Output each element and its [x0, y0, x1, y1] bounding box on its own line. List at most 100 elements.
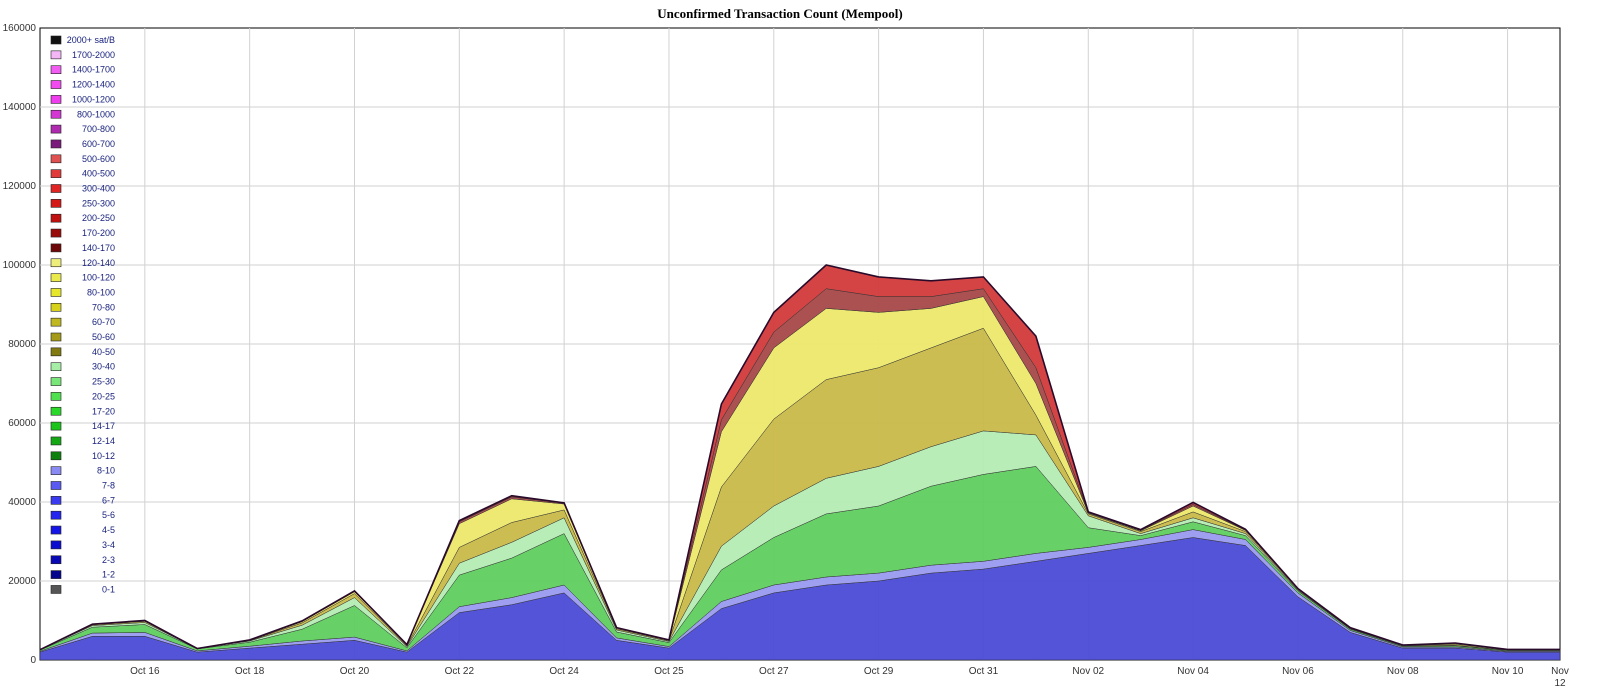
y-tick-label: 140000 — [3, 102, 37, 113]
legend-swatch — [50, 213, 62, 223]
y-tick-label: 0 — [30, 655, 36, 666]
legend-label: 14-17 — [92, 421, 115, 431]
legend-swatch — [50, 436, 62, 446]
legend-label: 4-5 — [102, 525, 115, 535]
legend: 2000+ sat/B 1700-2000 1400-1700 1200-1400 10… — [50, 35, 115, 594]
legend-swatch — [50, 496, 62, 505]
legend-label: 800-1000 — [77, 109, 115, 119]
legend-swatch — [50, 184, 62, 193]
x-tick-label: Nov — [1551, 666, 1569, 677]
legend-label: 600-700 — [82, 139, 115, 149]
legend-label: 60-70 — [92, 317, 115, 327]
legend-swatch — [50, 347, 62, 357]
legend-swatch — [50, 243, 62, 253]
legend-label: 2-3 — [102, 555, 115, 565]
y-tick-label: 20000 — [8, 576, 36, 587]
x-tick-label: Oct 22 — [445, 666, 475, 677]
legend-label: 70-80 — [92, 302, 115, 312]
legend-swatch — [50, 377, 62, 386]
y-tick-label: 100000 — [3, 260, 37, 271]
legend-swatch — [50, 510, 62, 520]
legend-label: 17-20 — [92, 406, 115, 416]
legend-label: 50-60 — [92, 332, 115, 342]
x-tick-label: Oct 27 — [759, 666, 789, 677]
stacked-areas — [39, 264, 1561, 661]
legend-swatch — [50, 199, 62, 208]
y-tick-label: 60000 — [8, 418, 36, 429]
legend-label: 0-1 — [102, 584, 115, 594]
legend-swatch — [50, 50, 62, 60]
legend-label: 140-170 — [82, 243, 115, 253]
legend-swatch — [50, 392, 62, 401]
y-tick-label: 160000 — [3, 23, 37, 34]
legend-label: 5-6 — [102, 510, 115, 520]
total-outline — [39, 264, 1560, 651]
legend-label: 2000+ sat/B — [67, 35, 115, 45]
legend-swatch — [50, 525, 62, 535]
legend-swatch — [50, 169, 62, 178]
legend-swatch — [50, 406, 62, 416]
legend-swatch — [50, 80, 62, 89]
legend-swatch — [50, 95, 62, 104]
legend-label: 1700-2000 — [72, 50, 115, 60]
legend-swatch — [50, 362, 62, 372]
legend-swatch — [50, 109, 62, 119]
legend-swatch — [50, 273, 62, 282]
legend-label: 120-140 — [82, 258, 115, 268]
legend-swatch — [50, 317, 62, 327]
legend-label: 300-400 — [82, 184, 115, 194]
legend-label: 250-300 — [82, 198, 115, 208]
legend-swatch — [50, 228, 62, 238]
legend-swatch — [50, 570, 62, 579]
x-tick-label: Oct 18 — [235, 666, 265, 677]
legend-label: 100-120 — [82, 273, 115, 283]
x-tick-label: Nov 06 — [1282, 666, 1314, 677]
x-tick-label: Nov 02 — [1072, 666, 1104, 677]
legend-swatch — [50, 35, 62, 45]
chart-title: Unconfirmed Transaction Count (Mempool) — [657, 6, 902, 21]
legend-swatch — [50, 451, 62, 461]
legend-swatch — [50, 585, 62, 594]
legend-swatch — [50, 124, 62, 134]
x-tick-label: Oct 24 — [549, 666, 579, 677]
x-tick-label: Oct 16 — [130, 666, 160, 677]
legend-label: 1000-1200 — [72, 94, 115, 104]
legend-label: 8-10 — [97, 466, 115, 476]
legend-swatch — [50, 555, 62, 565]
x-tick-label: Nov 08 — [1387, 666, 1419, 677]
legend-label: 7-8 — [102, 481, 115, 491]
legend-label: 6-7 — [102, 495, 115, 505]
legend-label: 1-2 — [102, 570, 115, 580]
legend-swatch — [50, 540, 62, 550]
x-tick-label: Oct 31 — [969, 666, 999, 677]
legend-label: 10-12 — [92, 451, 115, 461]
legend-swatch — [50, 421, 62, 431]
legend-swatch — [50, 466, 62, 475]
x-tick-label: 12 — [1554, 678, 1566, 689]
y-tick-label: 80000 — [8, 339, 36, 350]
legend-label: 400-500 — [82, 169, 115, 179]
legend-label: 500-600 — [82, 154, 115, 164]
legend-swatch — [50, 65, 62, 74]
x-tick-label: Oct 29 — [864, 666, 894, 677]
grid-lines — [40, 28, 1560, 660]
x-tick-label: Oct 25 — [654, 666, 684, 677]
legend-swatch — [50, 258, 62, 268]
legend-label: 30-40 — [92, 362, 115, 372]
legend-swatch — [50, 288, 62, 297]
legend-label: 40-50 — [92, 347, 115, 357]
legend-label: 80-100 — [87, 287, 115, 297]
legend-label: 12-14 — [92, 436, 115, 446]
legend-label: 25-30 — [92, 377, 115, 387]
y-tick-label: 40000 — [8, 497, 36, 508]
legend-swatch — [50, 481, 62, 490]
legend-label: 1400-1700 — [72, 65, 115, 75]
legend-swatch — [50, 302, 62, 312]
legend-swatch — [50, 154, 62, 164]
legend-swatch — [50, 139, 62, 149]
y-tick-label: 120000 — [3, 181, 37, 192]
legend-label: 3-4 — [102, 540, 115, 550]
x-tick-label: Nov 10 — [1492, 666, 1524, 677]
axis-ticks: 0 20000 40000 60000 80000 100000 120000 140000 1… — [3, 23, 1569, 689]
